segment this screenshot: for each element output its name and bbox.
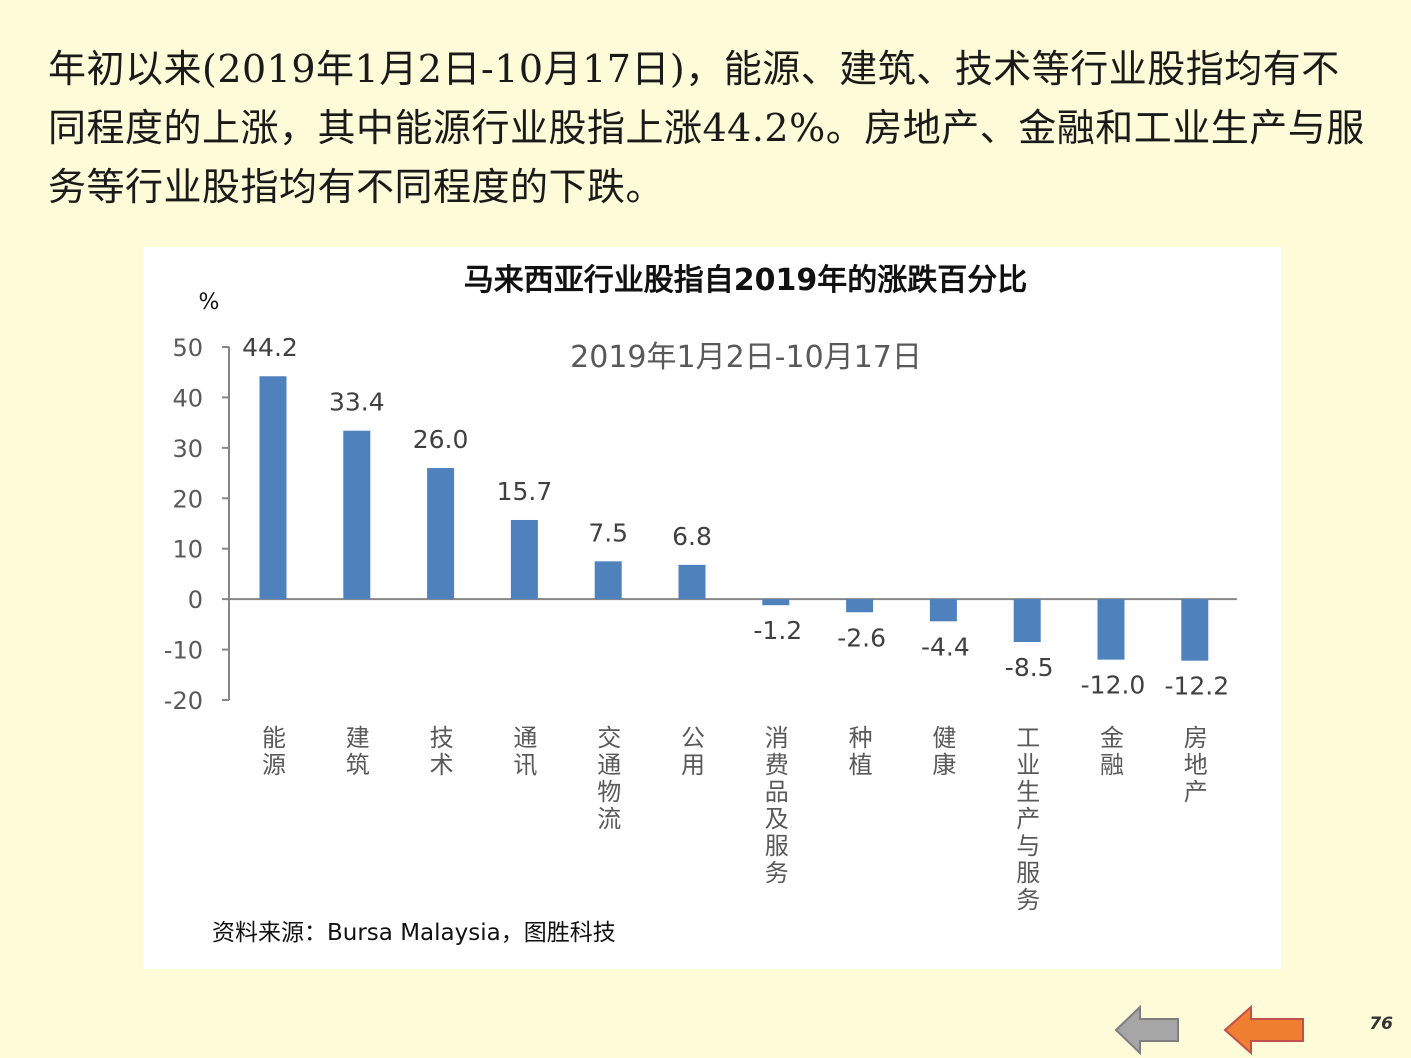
bar [762, 599, 790, 606]
y-tick-label: -20 [164, 687, 203, 715]
y-axis-unit-label: % [199, 290, 220, 315]
bar-value-label: -1.2 [753, 616, 802, 645]
bar [427, 468, 455, 600]
bar-value-label: -2.6 [837, 623, 886, 652]
back-arrow-button[interactable] [1114, 1004, 1182, 1056]
x-category-label: 技术 [430, 724, 454, 779]
bar-value-label: -4.4 [921, 632, 970, 661]
chart-card [143, 247, 1281, 969]
previous-page-button[interactable] [1223, 1004, 1307, 1056]
back-arrow-icon [1114, 1004, 1179, 1056]
y-tick-label: 10 [172, 536, 203, 564]
intro-paragraph: 年初以来(2019年1月2日-10月17日)，能源、建筑、技术等行业股指均有不同… [48, 47, 1365, 209]
bar-value-label: 15.7 [497, 477, 553, 506]
x-category-label: 金融 [1100, 724, 1124, 779]
x-category-label: 健康 [932, 724, 956, 779]
y-tick-label: 40 [172, 384, 203, 412]
bar [846, 599, 874, 613]
y-tick-label: -10 [164, 637, 203, 665]
chart-title: 马来西亚行业股指自2019年的涨跌百分比 [463, 263, 1028, 298]
x-category-label: 交通物流 [597, 724, 621, 833]
x-category-label: 工业生产与服务 [1016, 724, 1040, 914]
bar-value-label: -8.5 [1005, 653, 1054, 682]
bar [259, 376, 287, 600]
bar [343, 430, 371, 600]
bar-value-label: 6.8 [672, 522, 712, 551]
source-note: 资料来源：Bursa Malaysia，图胜科技 [212, 920, 616, 946]
bar [1181, 599, 1209, 661]
previous-arrow-icon [1223, 1004, 1304, 1056]
x-category-label: 消费品及服务 [765, 724, 789, 887]
x-category-label: 通讯 [513, 724, 537, 779]
bar [929, 599, 957, 622]
bar-value-label: 33.4 [329, 388, 385, 417]
bar [678, 564, 706, 600]
y-tick-label: 30 [172, 435, 203, 463]
bar-value-label: -12.0 [1081, 671, 1146, 700]
bar-value-label: -12.2 [1164, 672, 1229, 701]
y-tick-label: 20 [172, 485, 203, 513]
page-number: 76 [1369, 1014, 1393, 1034]
x-category-label: 建筑 [346, 724, 370, 779]
y-tick-label: 0 [188, 586, 203, 614]
x-category-label: 公用 [681, 724, 705, 779]
bar-value-label: 26.0 [413, 425, 469, 454]
bar-value-label: 44.2 [242, 333, 298, 362]
bar [594, 561, 622, 600]
y-tick-label: 50 [172, 334, 203, 362]
x-category-label: 能源 [262, 724, 286, 779]
chart-subtitle: 2019年1月2日-10月17日 [570, 340, 922, 375]
bar [510, 519, 538, 600]
x-category-label: 房地产 [1184, 724, 1208, 806]
bar [1097, 599, 1125, 660]
bar-value-label: 7.5 [588, 518, 628, 547]
x-category-label: 种植 [849, 724, 873, 779]
bar [1013, 599, 1041, 643]
